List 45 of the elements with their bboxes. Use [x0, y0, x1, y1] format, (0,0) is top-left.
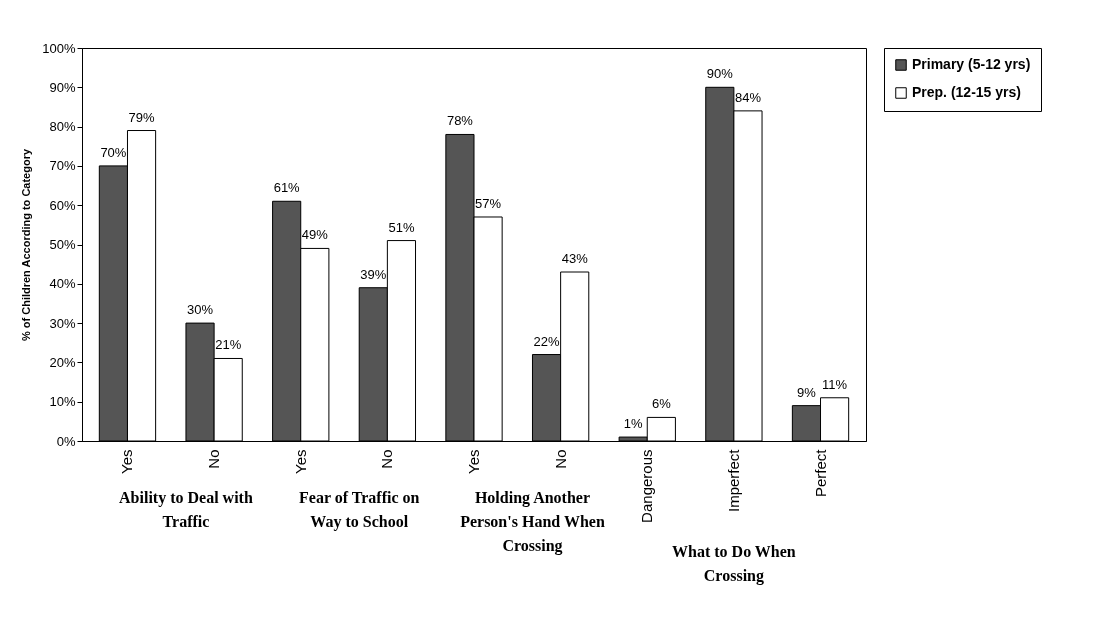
y-tick-label: 80% [49, 119, 76, 135]
x-tick-label: Yes [291, 449, 309, 474]
data-label: 22% [533, 333, 560, 349]
text: Ability to Deal with Traffic [119, 489, 253, 530]
y-tick-label: 0% [56, 433, 76, 449]
data-label: 11% [822, 376, 848, 392]
data-label: 51% [388, 219, 415, 235]
y-tick-label: 30% [49, 315, 76, 331]
data-label: 6% [651, 396, 672, 412]
text: Fear of Traffic on Way to School [299, 489, 420, 531]
data-label: 61% [273, 180, 301, 196]
text: Holding Another Person's Hand When Crossing [460, 489, 605, 555]
data-label: 79% [128, 109, 155, 125]
legend-label: Primary (5-12 yrs) [912, 56, 1031, 72]
data-label: 9% [797, 384, 817, 400]
y-tick-label: 40% [49, 276, 76, 292]
data-label: 30% [187, 302, 214, 318]
y-tick-label: 60% [49, 197, 76, 213]
data-label: 39% [360, 266, 387, 282]
x-tick-label: Yes [118, 449, 136, 474]
x-tick-label: Dangerous [638, 449, 656, 523]
data-label: 49% [301, 227, 329, 243]
data-label: 43% [561, 251, 589, 267]
data-label: 78% [446, 113, 474, 129]
data-label: 1% [623, 416, 644, 432]
y-tick-label: 70% [49, 158, 76, 174]
x-tick-label: Yes [465, 449, 482, 474]
y-tick-label: 50% [49, 237, 76, 252]
x-tick-label: No [378, 449, 396, 469]
x-tick-label: Imperfect [724, 448, 742, 513]
x-tick-label: No [551, 449, 569, 469]
y-tick-label: 10% [49, 394, 76, 410]
x-tick-label: Perfect [811, 448, 829, 498]
legend-label: Prep. (12-15 yrs) [912, 84, 1021, 100]
y-tick-label: 90% [49, 79, 76, 95]
text: What to Do When Crossing [672, 543, 796, 585]
data-label: 84% [734, 89, 762, 105]
data-label: 90% [706, 66, 734, 82]
data-label: 70% [100, 144, 127, 160]
y-tick-label: 100% [42, 40, 76, 56]
data-label: 57% [475, 195, 502, 211]
x-tick-label: No [205, 449, 223, 469]
y-axis-title: % of Children According to Category [20, 148, 33, 342]
data-label: 21% [215, 337, 242, 353]
y-tick-label: 20% [49, 354, 76, 370]
